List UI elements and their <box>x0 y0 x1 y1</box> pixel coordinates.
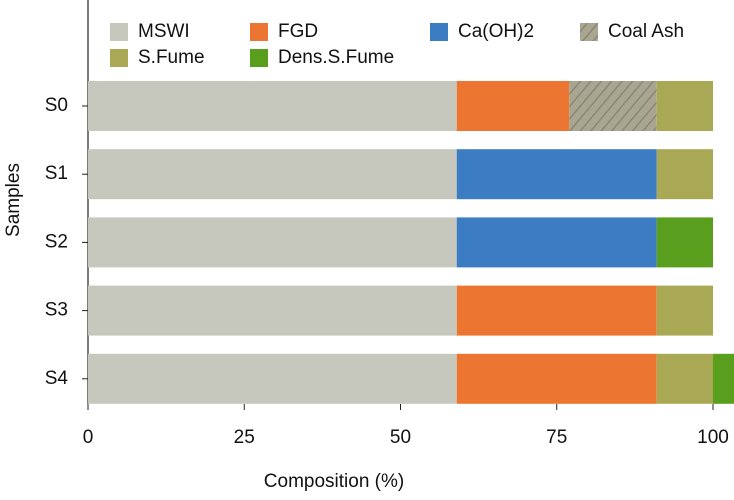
legend-swatch <box>250 49 268 67</box>
bar-segment <box>456 353 657 404</box>
bar-segment <box>656 81 713 131</box>
legend-swatch <box>580 23 598 41</box>
legend-swatch <box>110 23 128 41</box>
y-tick-label: S3 <box>45 300 68 321</box>
bar-segment <box>569 81 657 131</box>
bar-segment <box>88 285 457 336</box>
x-axis-label: Composition (%) <box>264 471 404 492</box>
y-tick-label: S0 <box>45 95 68 116</box>
legend-swatch <box>430 23 448 41</box>
bar-segment <box>656 217 713 268</box>
legend-swatch <box>250 23 268 41</box>
bar-segment <box>88 149 457 200</box>
legend-swatch <box>110 49 128 67</box>
bar-segment <box>656 353 713 404</box>
legend-label: S.Fume <box>138 47 205 68</box>
legend-label: Dens.S.Fume <box>278 47 394 68</box>
legend-label: FGD <box>278 21 318 42</box>
bar-segment <box>713 353 734 404</box>
x-tick-label: 50 <box>390 427 411 448</box>
y-axis-label: Samples <box>3 163 24 237</box>
y-tick-label: S2 <box>45 231 68 252</box>
x-tick-label: 25 <box>234 427 255 448</box>
bar-segment <box>656 149 713 200</box>
bar-segment <box>88 81 457 131</box>
bar-segment <box>456 285 657 336</box>
bar-segment <box>656 285 713 336</box>
y-tick-label: S4 <box>45 368 69 389</box>
bar-segment <box>456 217 657 268</box>
x-tick-label: 75 <box>546 427 567 448</box>
y-tick-label: S1 <box>45 163 68 184</box>
legend-label: MSWI <box>138 21 190 42</box>
bar-segment <box>88 353 457 404</box>
x-tick-label: 100 <box>697 427 729 448</box>
legend-label: Coal Ash <box>608 21 684 42</box>
bar-segment <box>456 81 570 131</box>
bar-segment <box>88 217 457 268</box>
x-tick-label: 0 <box>83 427 94 448</box>
bar-segment <box>456 149 657 200</box>
legend-label: Ca(OH)2 <box>458 21 534 42</box>
